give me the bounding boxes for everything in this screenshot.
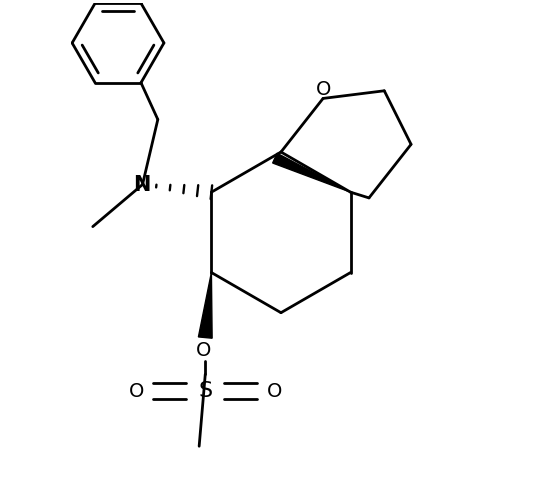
Text: O: O bbox=[196, 341, 211, 360]
Text: N: N bbox=[133, 175, 150, 194]
Text: O: O bbox=[315, 80, 331, 99]
Polygon shape bbox=[198, 273, 212, 338]
Polygon shape bbox=[273, 153, 350, 192]
Text: O: O bbox=[129, 382, 144, 401]
Text: S: S bbox=[198, 381, 212, 401]
Text: O: O bbox=[266, 382, 282, 401]
